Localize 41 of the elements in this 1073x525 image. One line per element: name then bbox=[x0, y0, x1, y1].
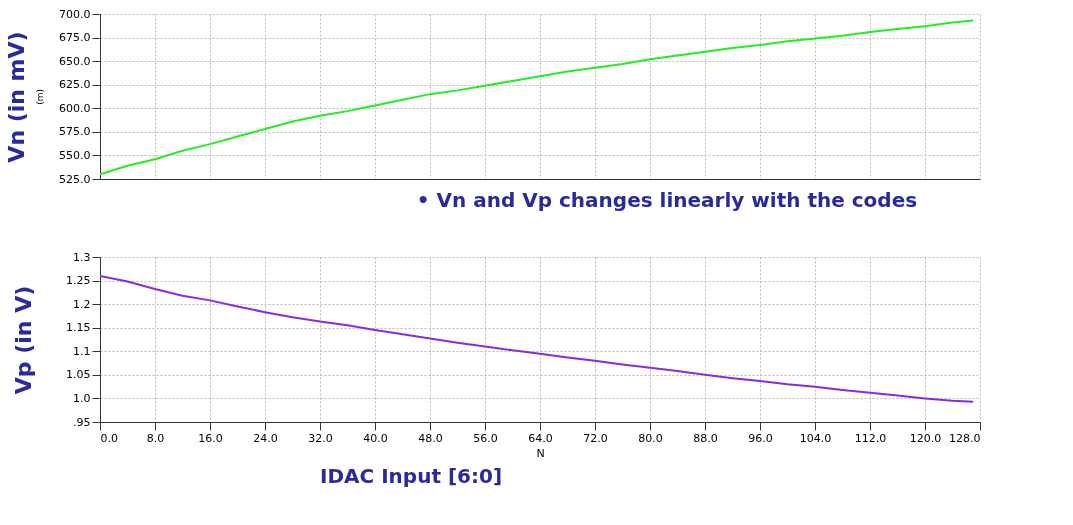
y-axis-title: Vp (in V) bbox=[11, 285, 37, 395]
y-axis-title: Vn (in mV) bbox=[4, 31, 30, 163]
y-tick-label: 1.2 bbox=[73, 297, 91, 311]
y-tick-label: 1.25 bbox=[66, 274, 91, 288]
x-tick-label: 96.0 bbox=[748, 431, 773, 445]
y-tick-label: 575.0 bbox=[59, 125, 91, 139]
x-tick-label: 56.0 bbox=[473, 431, 498, 445]
x-tick-label: 16.0 bbox=[198, 431, 223, 445]
y-tick-label: 700.0 bbox=[59, 7, 91, 21]
x-tick-label: 104.0 bbox=[799, 431, 832, 445]
x-tick-label: 120.0 bbox=[909, 431, 942, 445]
x-tick-label: 0.0 bbox=[100, 431, 118, 445]
y-tick-label: 600.0 bbox=[59, 101, 91, 115]
x-tick-label: 24.0 bbox=[253, 431, 278, 445]
text: • Vn and Vp changes linearly with the codes bbox=[416, 188, 918, 212]
x-tick-label: 72.0 bbox=[583, 431, 608, 445]
y-tick-label: 1.1 bbox=[73, 344, 91, 358]
y-tick-label: 525.0 bbox=[59, 172, 91, 186]
y-tick-label: 675.0 bbox=[59, 31, 91, 45]
y-tick-label: 1.15 bbox=[66, 321, 91, 335]
x-tick-label: 64.0 bbox=[528, 431, 553, 445]
y-tick-label: 1.05 bbox=[66, 368, 91, 382]
x-tick-label: 32.0 bbox=[308, 431, 333, 445]
x-tick-label: 48.0 bbox=[418, 431, 443, 445]
y-tick-label: 1.0 bbox=[73, 391, 91, 405]
x-tick-label: 80.0 bbox=[638, 431, 663, 445]
x-tick-label: 40.0 bbox=[363, 431, 388, 445]
text: (m) bbox=[35, 88, 45, 105]
y-tick-label: 550.0 bbox=[59, 148, 91, 162]
y-tick-label: 625.0 bbox=[59, 78, 91, 92]
y-tick-label: .95 bbox=[73, 415, 91, 429]
x-tick-label: 112.0 bbox=[854, 431, 887, 445]
x-tick-label: 88.0 bbox=[693, 431, 718, 445]
line-series bbox=[100, 274, 975, 403]
x-tick-label: 128.0 bbox=[949, 431, 981, 445]
x-tick-label: 8.0 bbox=[146, 431, 165, 445]
text: IDAC Input [6:0] bbox=[320, 464, 503, 488]
x-axis-title: N bbox=[536, 446, 545, 460]
y-tick-label: 650.0 bbox=[59, 54, 91, 68]
y-tick-label: 1.3 bbox=[73, 250, 91, 264]
line-series bbox=[100, 19, 975, 176]
